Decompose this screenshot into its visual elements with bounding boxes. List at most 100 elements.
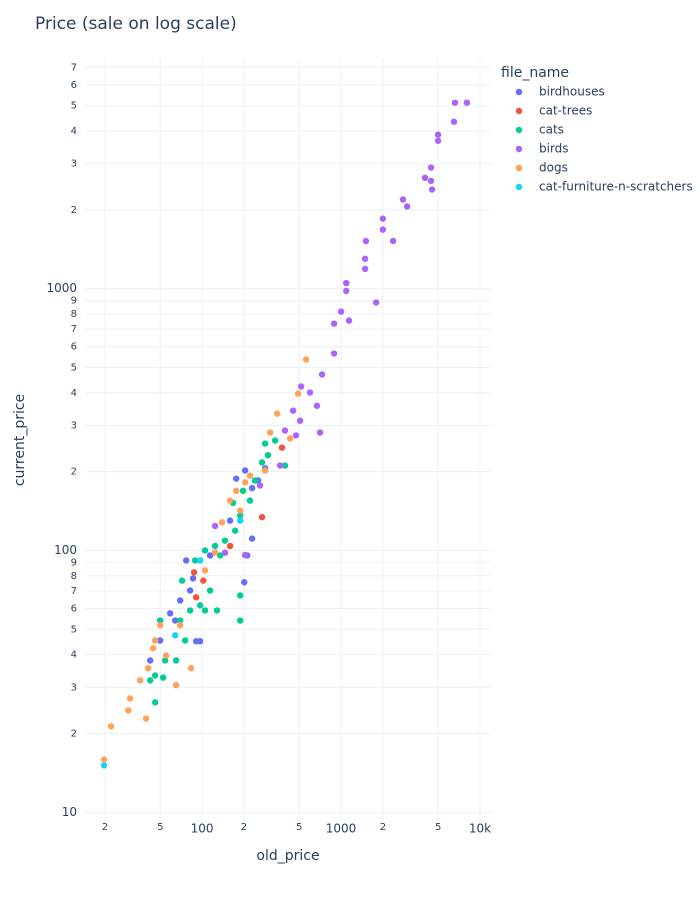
point	[226, 517, 234, 524]
x-tick-label: 2	[102, 822, 108, 833]
point	[206, 587, 214, 594]
legend-marker	[515, 88, 523, 96]
point	[144, 665, 152, 672]
point	[161, 657, 169, 664]
point	[211, 522, 219, 530]
point	[192, 594, 200, 601]
point	[403, 203, 411, 210]
point	[237, 512, 244, 519]
point	[218, 519, 226, 526]
point	[379, 215, 387, 222]
point	[178, 577, 186, 584]
point	[251, 477, 259, 484]
point	[246, 497, 254, 504]
point	[149, 645, 157, 652]
point	[362, 237, 370, 245]
point	[146, 677, 154, 684]
point	[100, 762, 108, 769]
point	[151, 672, 159, 679]
point	[239, 487, 247, 494]
point	[186, 607, 194, 614]
point	[313, 402, 321, 409]
point	[200, 577, 207, 584]
y-tick-label: 100	[54, 543, 77, 557]
y-tick-label: 6	[71, 80, 77, 91]
point	[233, 487, 240, 494]
point	[289, 407, 297, 414]
point	[241, 467, 249, 474]
y-tick-label: 6	[71, 604, 77, 615]
point	[176, 617, 184, 624]
point	[241, 479, 249, 486]
point	[226, 497, 234, 504]
point	[156, 617, 164, 624]
point	[276, 462, 284, 469]
point	[306, 389, 314, 396]
legend-label: cat-furniture-n-scratchers	[539, 180, 693, 194]
point	[190, 569, 198, 576]
point	[151, 699, 159, 706]
x-tick-label: 5	[157, 822, 163, 833]
point	[258, 513, 266, 521]
point	[231, 527, 239, 534]
point	[318, 371, 326, 378]
legend-label: cats	[539, 123, 564, 137]
y-axis-title: current_price	[12, 394, 28, 486]
x-tick-label: 100	[191, 822, 214, 836]
point	[292, 432, 300, 439]
y-tick-label: 4	[71, 126, 77, 137]
point	[213, 607, 221, 614]
point	[281, 427, 289, 434]
legend-marker	[515, 164, 523, 172]
y-tick-label: 2	[71, 467, 77, 478]
point	[159, 674, 167, 681]
x-tick-label: 2	[380, 822, 386, 833]
point	[237, 592, 244, 599]
y-tick-label: 7	[71, 586, 77, 597]
point	[361, 265, 369, 273]
point	[237, 617, 244, 624]
point	[345, 317, 353, 324]
point	[196, 602, 204, 609]
point	[162, 652, 170, 659]
grid	[86, 58, 491, 823]
y-tick-label: 9	[71, 557, 77, 568]
point	[181, 637, 189, 644]
point	[266, 429, 274, 436]
point	[379, 226, 387, 233]
point	[241, 551, 249, 559]
point	[258, 459, 266, 466]
point	[237, 507, 244, 514]
y-tick-label: 6	[71, 342, 77, 353]
point	[156, 622, 164, 629]
point	[211, 549, 219, 556]
point	[281, 462, 289, 469]
y-tick-label: 5	[71, 624, 77, 635]
point	[206, 552, 214, 559]
point	[211, 542, 219, 550]
point	[196, 638, 204, 645]
point	[171, 632, 179, 639]
point	[176, 597, 184, 604]
y-tick-label: 4	[71, 650, 77, 661]
point	[107, 723, 115, 730]
y-tick-label: 5	[71, 362, 77, 373]
point	[248, 484, 256, 492]
x-tick-label: 1000	[326, 822, 357, 836]
x-tick-label: 10k	[469, 822, 491, 836]
point	[172, 657, 180, 664]
point	[261, 467, 269, 474]
legend-label: cat-trees	[539, 104, 592, 118]
point	[171, 617, 179, 624]
point	[428, 186, 436, 193]
y-tick-label: 8	[71, 571, 77, 582]
point	[302, 356, 310, 363]
y-tick-label: 3	[71, 421, 77, 432]
point	[100, 756, 108, 763]
point	[201, 567, 209, 574]
point	[201, 607, 209, 614]
point	[330, 320, 338, 327]
point	[264, 452, 272, 459]
y-tick-label: 9	[71, 296, 77, 307]
point	[246, 472, 254, 479]
